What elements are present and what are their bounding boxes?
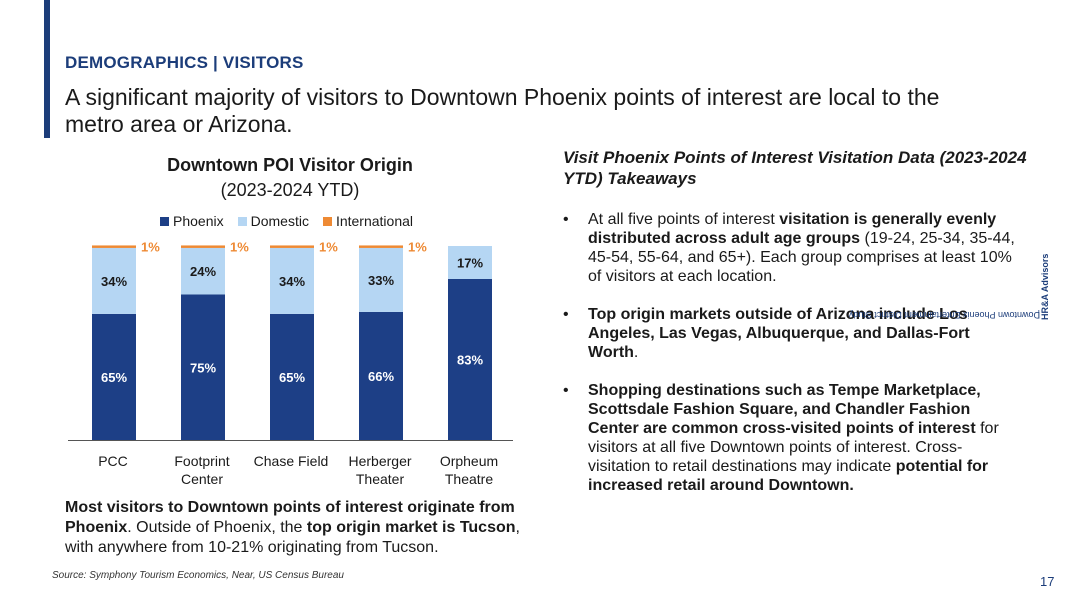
legend-label-domestic: Domestic [250,213,309,229]
data-label-domestic-4: 17% [457,255,483,270]
category-label-3: Herberger Theater [348,453,412,487]
chart-title: Downtown POI Visitor Origin [167,155,413,175]
data-label-international-0: 1% [141,239,160,254]
category-label-0: PCC [98,453,128,469]
accent-bar [44,0,50,138]
chart-summary: Most visitors to Downtown points of inte… [65,499,520,556]
bar-domestic-2 [270,247,314,314]
chart-legend: Phoenix Domestic International [160,213,413,229]
legend-swatch-phoenix [160,216,169,226]
data-label-domestic-2: 34% [279,274,305,289]
category-label-4: Orpheum Theatre [439,453,499,487]
takeaway-bullet-2: Top origin markets outside of Arizona in… [563,305,1023,362]
bar-phoenix-3 [359,311,403,440]
data-label-international-2: 1% [319,239,338,254]
stacked-bar-chart: 65% 34% 1% 75% 24% 1% 65% 34% 1% 66% 33% 1% 83% 17% [68,239,513,441]
takeaway-bullet-3: Shopping destinations such as Tempe Mark… [563,381,1023,495]
takeaways-list: At all five points of interest visitatio… [563,210,1023,514]
data-label-phoenix-3: 66% [368,369,394,384]
takeaway-bullet-1: At all five points of interest visitatio… [563,210,1023,286]
data-label-domestic-1: 24% [190,264,216,279]
data-label-phoenix-0: 65% [101,370,127,385]
bar-phoenix-1 [181,294,225,440]
data-label-domestic-0: 34% [101,274,127,289]
legend-item-domestic: Domestic [237,213,309,229]
data-label-international-1: 1% [230,239,249,254]
data-label-international-3: 1% [408,239,427,254]
takeaways-title: Visit Phoenix Points of Interest Visitat… [563,148,1027,188]
legend-item-international: International [322,213,414,229]
bar-domestic-4 [448,246,492,279]
sidebar-study-label: Downtown Phoenix Entertainment District … [848,253,1050,320]
section-label: DEMOGRAPHICS | VISITORS [65,53,304,72]
legend-swatch-international [322,216,332,226]
data-label-phoenix-2: 65% [279,370,305,385]
category-label-1: Footprint Center [174,453,230,487]
category-label-2: Chase Field [253,453,329,469]
legend-item-phoenix: Phoenix [160,213,224,229]
page-number: 17 [1040,574,1055,589]
bar-domestic-1 [181,247,225,295]
legend-swatch-domestic [237,216,247,226]
bar-international-2 [270,245,314,248]
legend-label-phoenix: Phoenix [173,213,224,229]
bar-phoenix-0 [92,313,136,440]
page-title: A significant majority of visitors to Do… [65,84,940,137]
bar-international-1 [181,245,225,248]
bar-domestic-0 [92,247,136,314]
source-note: Source: Symphony Tourism Economics, Near… [52,570,344,581]
data-label-domestic-3: 33% [368,273,394,288]
data-label-phoenix-4: 83% [457,352,483,367]
chart-subtitle: (2023-2024 YTD) [220,180,360,200]
data-label-phoenix-1: 75% [190,360,216,375]
bar-international-3 [359,245,403,248]
bar-international-0 [92,245,136,248]
bar-phoenix-2 [270,313,314,440]
bar-domestic-3 [359,247,403,312]
bar-phoenix-4 [448,278,492,440]
legend-label-international: International [335,213,414,229]
